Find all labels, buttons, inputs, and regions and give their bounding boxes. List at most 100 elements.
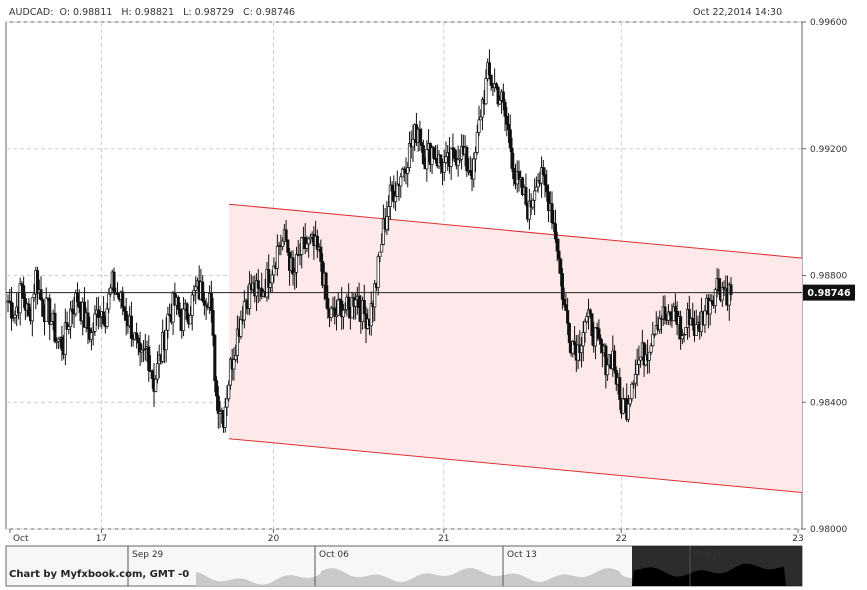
candle-body <box>626 403 631 420</box>
candle-body <box>234 355 238 360</box>
candle-body <box>9 301 14 319</box>
candle-body <box>494 83 498 88</box>
candle-body <box>590 313 594 337</box>
candle-body <box>13 314 17 319</box>
datetime-label: Oct 22,2014 14:30 <box>693 7 783 18</box>
x-tick-label: 22 <box>616 534 627 544</box>
candle-body <box>286 239 290 253</box>
candle-body <box>668 311 672 316</box>
x-tick-label: 23 <box>792 534 803 544</box>
ohlc-header: AUDCAD: O: 0.98811 H: 0.98821 L: 0.98729… <box>9 7 295 18</box>
candle-body <box>209 293 213 311</box>
current-price-label: 0.98746 <box>807 288 851 299</box>
candle-body <box>465 147 469 172</box>
candle-body <box>319 246 323 262</box>
candle-body <box>651 333 655 347</box>
candle-body <box>347 296 351 310</box>
candle-body <box>449 147 453 167</box>
candle-body <box>93 313 97 332</box>
candle-body <box>649 345 653 353</box>
candle-body <box>703 310 707 326</box>
candle-body <box>216 395 220 414</box>
candle-body <box>242 301 246 321</box>
candle-body <box>680 335 684 340</box>
candle-body <box>60 336 64 351</box>
candle-body <box>475 132 479 153</box>
candle-body <box>164 329 168 351</box>
candle-body <box>223 406 227 428</box>
candle-body <box>55 340 59 343</box>
candle-body <box>505 115 509 125</box>
candle-body <box>334 314 339 317</box>
candle-body <box>44 297 48 322</box>
candle-body <box>30 297 34 322</box>
candle-body <box>105 308 109 327</box>
candle-body <box>406 167 410 174</box>
candle-body <box>268 282 272 288</box>
candle-body <box>324 272 328 299</box>
candle-body <box>178 309 182 318</box>
candle-body <box>673 306 677 312</box>
candle-body <box>140 349 144 353</box>
candle-body <box>63 322 67 355</box>
candle-body <box>560 273 564 300</box>
candle-body <box>487 62 491 76</box>
candle-body <box>303 237 307 249</box>
candle-body <box>553 223 558 240</box>
candle-body <box>293 272 297 275</box>
candle-body <box>567 322 571 343</box>
candle-body <box>227 384 231 400</box>
candle-body <box>727 284 731 306</box>
candle-body <box>420 142 424 146</box>
candle-body <box>444 156 448 163</box>
candle-body <box>270 274 274 284</box>
candle-body <box>595 327 599 330</box>
candle-body <box>637 359 641 365</box>
candle-body <box>658 318 662 330</box>
candle-body <box>508 129 512 149</box>
candle-body <box>124 310 128 321</box>
navigator-label: Sep 29 <box>132 550 164 560</box>
candle-body <box>388 184 392 207</box>
candle-body <box>336 299 340 316</box>
candle-body <box>27 303 31 316</box>
candle-body <box>215 380 219 397</box>
candle-body <box>479 116 483 121</box>
candle-body <box>628 398 632 405</box>
candle-body <box>533 190 537 201</box>
candle-body <box>354 299 358 307</box>
candle-body <box>585 316 589 323</box>
y-tick-label: 0.99600 <box>810 18 847 28</box>
candle-body <box>546 191 551 211</box>
navigator[interactable]: Sep 29 Oct 06 Oct 13 Oct 20 <box>5 545 803 587</box>
candle-body <box>720 287 724 301</box>
candle-body <box>579 345 584 354</box>
candle-body <box>717 278 721 292</box>
navigator-area-selected <box>632 563 786 586</box>
candle-body <box>632 382 636 385</box>
candle-body <box>380 244 384 253</box>
candle-body <box>135 332 139 339</box>
candle-body <box>202 300 206 306</box>
candle-body <box>679 316 683 340</box>
candle-body <box>166 313 170 331</box>
candle-body <box>604 345 608 376</box>
candle-body <box>248 283 252 309</box>
candle-body <box>333 307 337 317</box>
candle-body <box>49 321 53 325</box>
candle-body <box>385 216 389 230</box>
candle-body <box>75 292 80 303</box>
candle-body <box>694 324 698 336</box>
candle-body <box>176 297 180 310</box>
candle-body <box>154 378 158 392</box>
candle-body <box>155 363 160 380</box>
candle-body <box>407 143 412 168</box>
candle-body <box>122 306 126 312</box>
symbol-label: AUDCAD: <box>9 7 54 18</box>
candle-body <box>294 254 299 273</box>
candle-body <box>663 306 667 320</box>
candle-body <box>421 145 425 165</box>
candle-body <box>672 306 676 322</box>
x-tick-label: Oct <box>13 534 29 544</box>
